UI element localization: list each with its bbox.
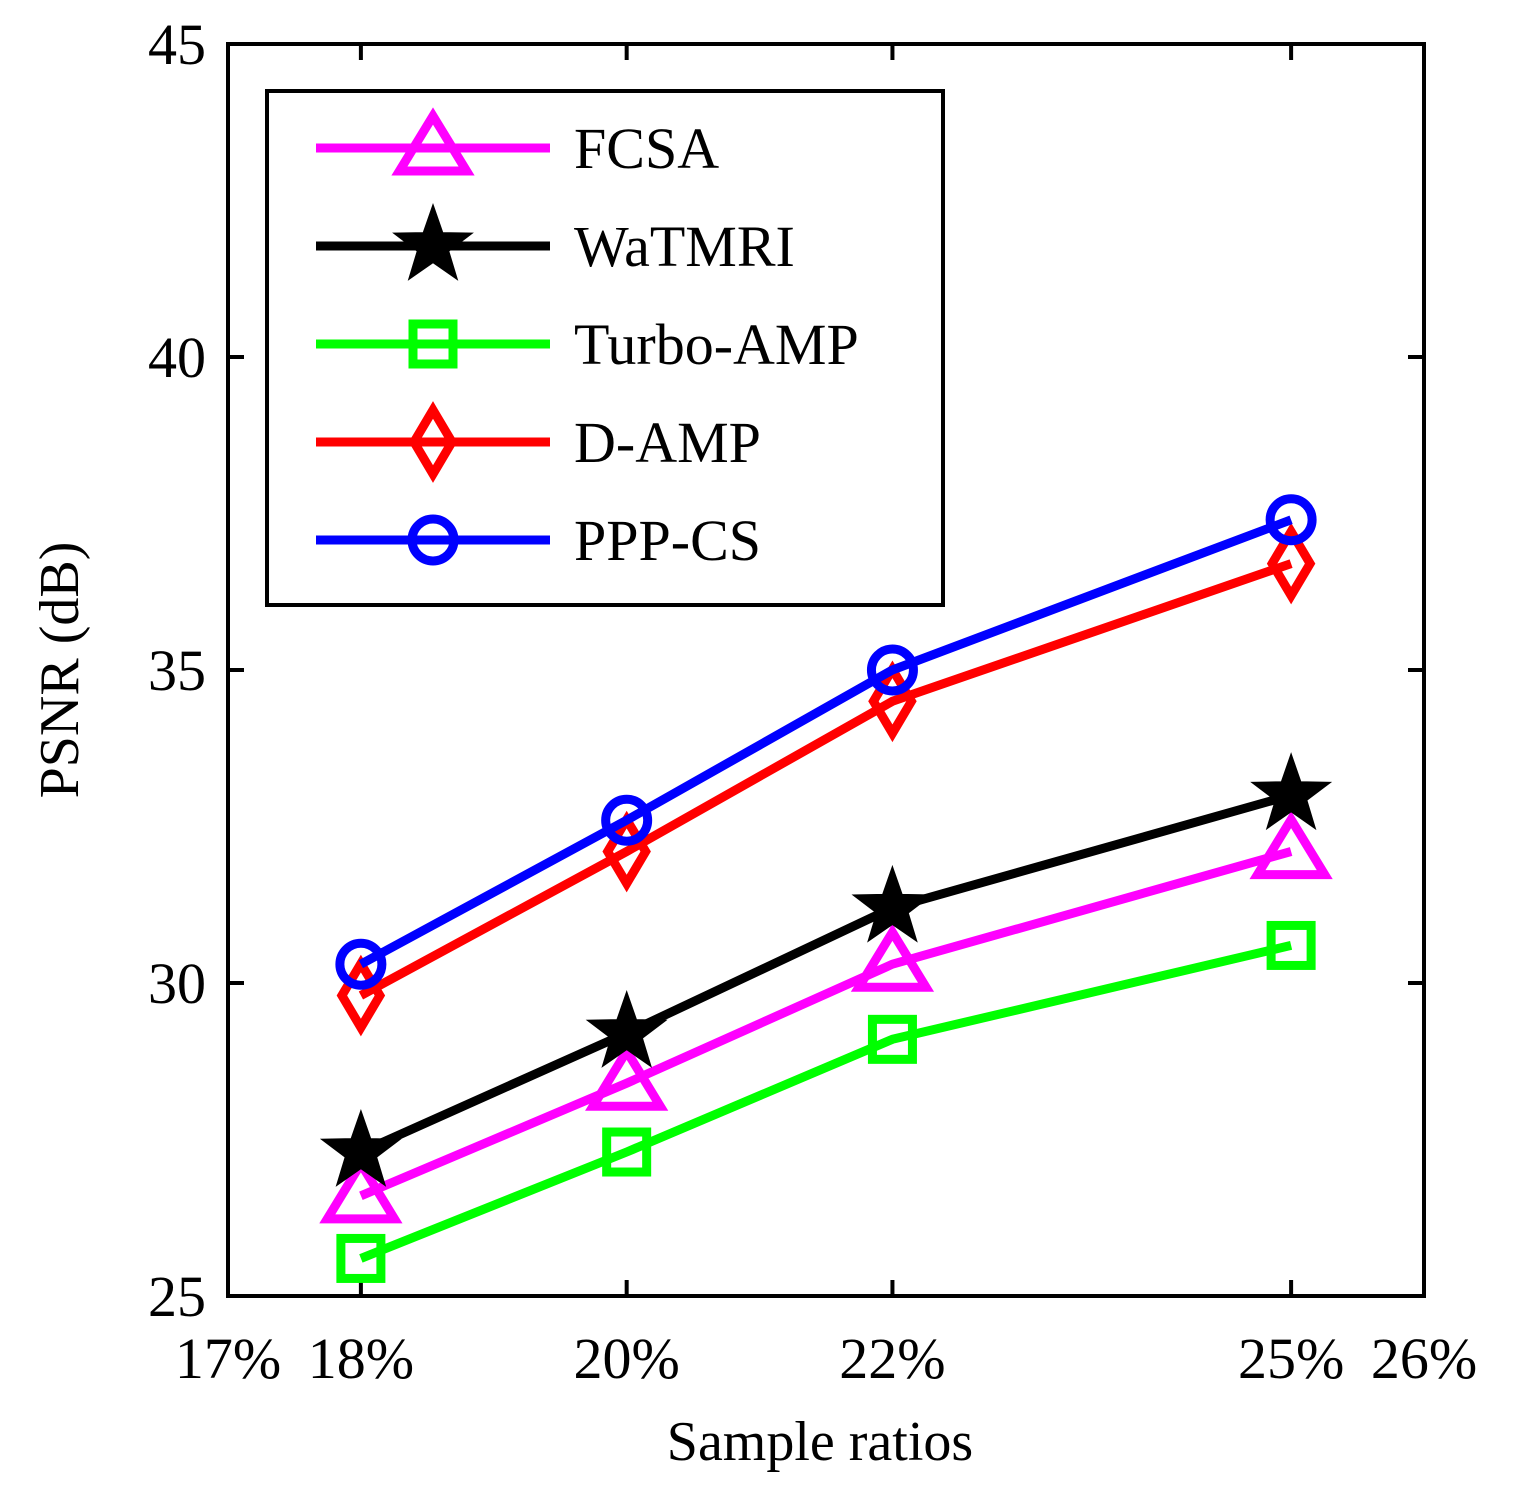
data-point-circle [866,644,918,696]
legend-label: WaTMRI [574,214,795,279]
x-tick-label: 25% [1238,1326,1344,1391]
legend-label: Turbo-AMP [574,312,859,377]
y-tick-label: 30 [148,951,206,1016]
tick-labels: 25 30 35 40 45 17% 18% 20% 22% 25% 26% [148,12,1477,1391]
data-point-triangle [319,1155,403,1224]
data-point-star [1250,752,1333,831]
series-line [358,559,1293,1000]
y-axis-label: PSNR (dB) [29,542,91,799]
data-point-square [336,1233,386,1283]
x-tick-label: 20% [574,1326,680,1391]
series-fcsa [319,810,1333,1224]
series-turbo-amp [336,920,1316,1283]
series-line [359,790,1293,1157]
legend-entry: D-AMP [316,401,761,483]
data-point-circle [601,794,653,846]
legend-items: FCSA WaTMRI Turbo-AMP D-AMP PPP-CS [316,107,859,573]
data-point-circle [1265,494,1317,546]
series-watmri [319,752,1333,1187]
y-tick-label: 25 [148,1264,206,1329]
series-line [359,847,1293,1200]
data-point-triangle [850,923,935,992]
x-axis-label: Sample ratios [667,1411,973,1473]
data-point-square [602,1127,652,1177]
y-tick-label: 35 [148,638,206,703]
legend-entry: Turbo-AMP [316,312,859,377]
legend-marker-star [392,202,474,281]
series-line [358,515,1293,969]
data-point-square [1266,920,1316,970]
data-point-square [867,1014,917,1064]
legend-entry: PPP-CS [316,508,761,573]
series-layer [319,494,1333,1283]
series-ppp-cs [335,494,1317,990]
data-point-triangle [585,1042,669,1111]
data-point-diamond [1266,522,1316,605]
legend-marker-circle [407,514,459,566]
series-line [359,941,1293,1263]
data-point-circle [335,938,387,990]
legend: FCSA WaTMRI Turbo-AMP D-AMP PPP-CS [265,89,945,607]
plot-frame [226,42,1426,1298]
data-point-star [851,864,934,943]
data-point-triangle [1249,810,1333,880]
x-tick-label: 18% [308,1326,414,1391]
x-tick-label: 17% [175,1326,281,1391]
data-point-star [585,990,668,1068]
legend-entry: FCSA [316,107,719,181]
legend-marker-diamond [408,401,458,483]
legend-marker-square [408,319,458,369]
legend-label: D-AMP [574,410,761,475]
data-point-diamond [336,954,386,1037]
legend-marker-triangle [391,107,475,176]
y-tick-label: 40 [148,325,206,390]
x-tick-label: 26% [1371,1326,1477,1391]
data-point-star [319,1108,402,1187]
legend-entry: WaTMRI [316,202,795,281]
x-tick-label: 22% [839,1326,945,1391]
y-tick-label: 45 [148,12,206,77]
legend-label: FCSA [574,116,719,181]
legend-label: PPP-CS [574,508,761,573]
